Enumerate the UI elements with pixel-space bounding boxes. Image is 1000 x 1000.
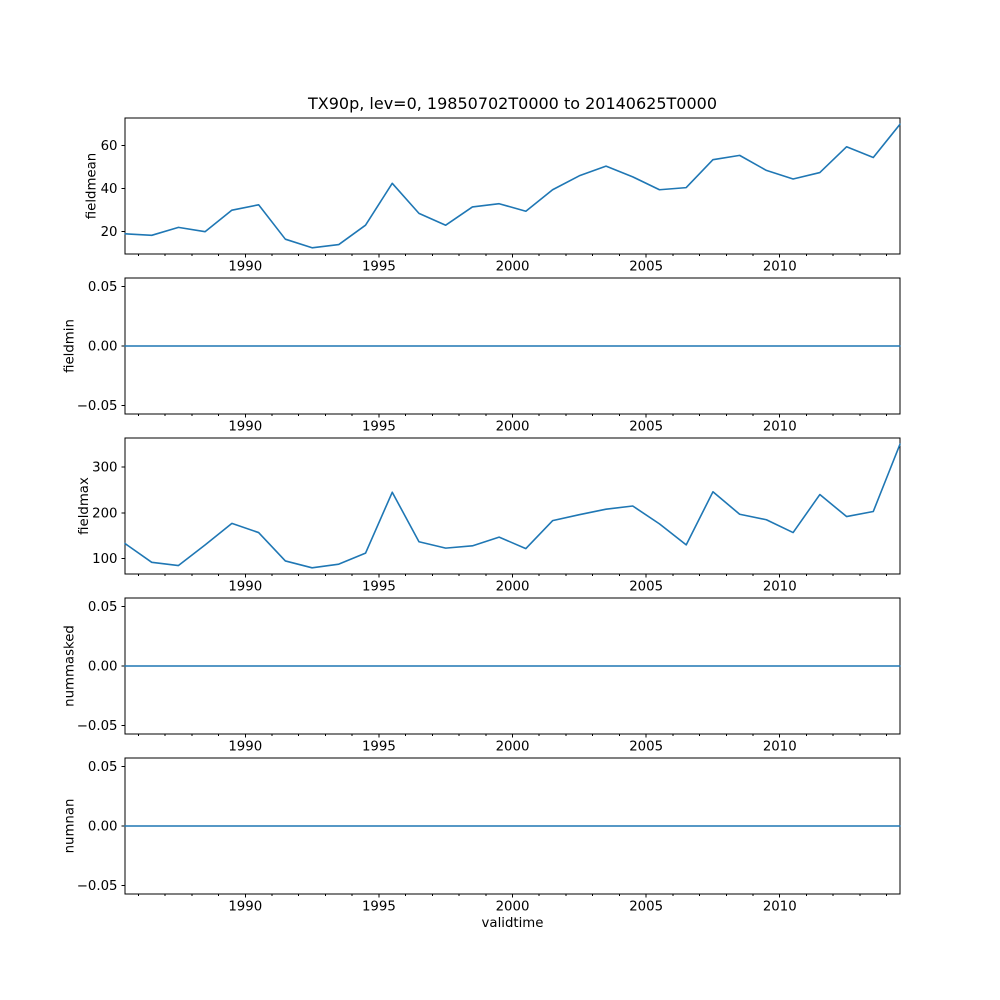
- y-tick-label: 100: [92, 552, 117, 567]
- x-tick-label: 2010: [763, 260, 797, 275]
- y-tick-label: 40: [101, 182, 118, 197]
- y-tick-label: 20: [101, 225, 118, 240]
- y-tick-label: 300: [92, 461, 117, 476]
- x-tick-label: 2000: [496, 260, 530, 275]
- y-tick-label: 200: [92, 506, 117, 521]
- plot-area: [124, 117, 901, 255]
- plot-area: [124, 437, 901, 575]
- fieldmean-line: [124, 123, 901, 249]
- subplot-fieldmin: 1990 1995 2000 2005 2010 0.05 0.00 −0.05 fieldmi…: [63, 277, 901, 435]
- x-tick-label: 2010: [763, 900, 797, 915]
- x-tick-label: 1990: [228, 420, 262, 435]
- x-tick-label: 2005: [629, 260, 663, 275]
- y-tick-label: 0.00: [88, 340, 118, 355]
- x-tick-label: 2010: [763, 740, 797, 755]
- fieldmax-line: [124, 443, 901, 569]
- y-tick-label: −0.05: [77, 879, 118, 894]
- y-axis-label: numnan: [63, 799, 78, 854]
- x-tick-label: 2010: [763, 420, 797, 435]
- y-tick-label: −0.05: [77, 399, 118, 414]
- y-tick-label: 60: [101, 139, 118, 154]
- x-tick-label: 1990: [228, 740, 262, 755]
- x-tick-label: 2000: [496, 420, 530, 435]
- x-tick-label: 1995: [362, 580, 396, 595]
- x-tick-label: 2005: [629, 900, 663, 915]
- x-tick-label: 2000: [496, 580, 530, 595]
- y-tick-label: 0.05: [88, 760, 118, 775]
- x-tick-label: 1995: [362, 740, 396, 755]
- y-axis-label: fieldmax: [77, 477, 92, 535]
- subplot-numnan: 1990 1995 2000 2005 2010 0.05 0.00 −0.05 numnan: [63, 757, 901, 915]
- y-axis-label: nummasked: [63, 625, 78, 707]
- x-tick-label: 1990: [228, 900, 262, 915]
- x-tick-label: 1990: [228, 580, 262, 595]
- x-axis-label: validtime: [481, 916, 544, 931]
- y-tick-label: 0.00: [88, 660, 118, 675]
- x-tick-label: 2010: [763, 580, 797, 595]
- x-tick-label: 1995: [362, 420, 396, 435]
- y-tick-label: 0.00: [88, 820, 118, 835]
- y-tick-label: 0.05: [88, 600, 118, 615]
- x-tick-label: 1995: [362, 260, 396, 275]
- y-tick-label: −0.05: [77, 719, 118, 734]
- x-tick-label: 1990: [228, 260, 262, 275]
- subplot-nummasked: 1990 1995 2000 2005 2010 0.05 0.00 −0.05 nummask…: [63, 597, 901, 755]
- figure-title: TX90p, lev=0, 19850702T0000 to 20140625T…: [307, 94, 718, 113]
- x-tick-label: 2000: [496, 740, 530, 755]
- y-tick-label: 0.05: [88, 280, 118, 295]
- y-axis-label: fieldmean: [84, 153, 99, 219]
- x-tick-label: 1995: [362, 900, 396, 915]
- x-tick-label: 2005: [629, 420, 663, 435]
- x-tick-label: 2005: [629, 580, 663, 595]
- x-tick-label: 2000: [496, 900, 530, 915]
- y-axis-label: fieldmin: [63, 319, 78, 373]
- x-tick-label: 2005: [629, 740, 663, 755]
